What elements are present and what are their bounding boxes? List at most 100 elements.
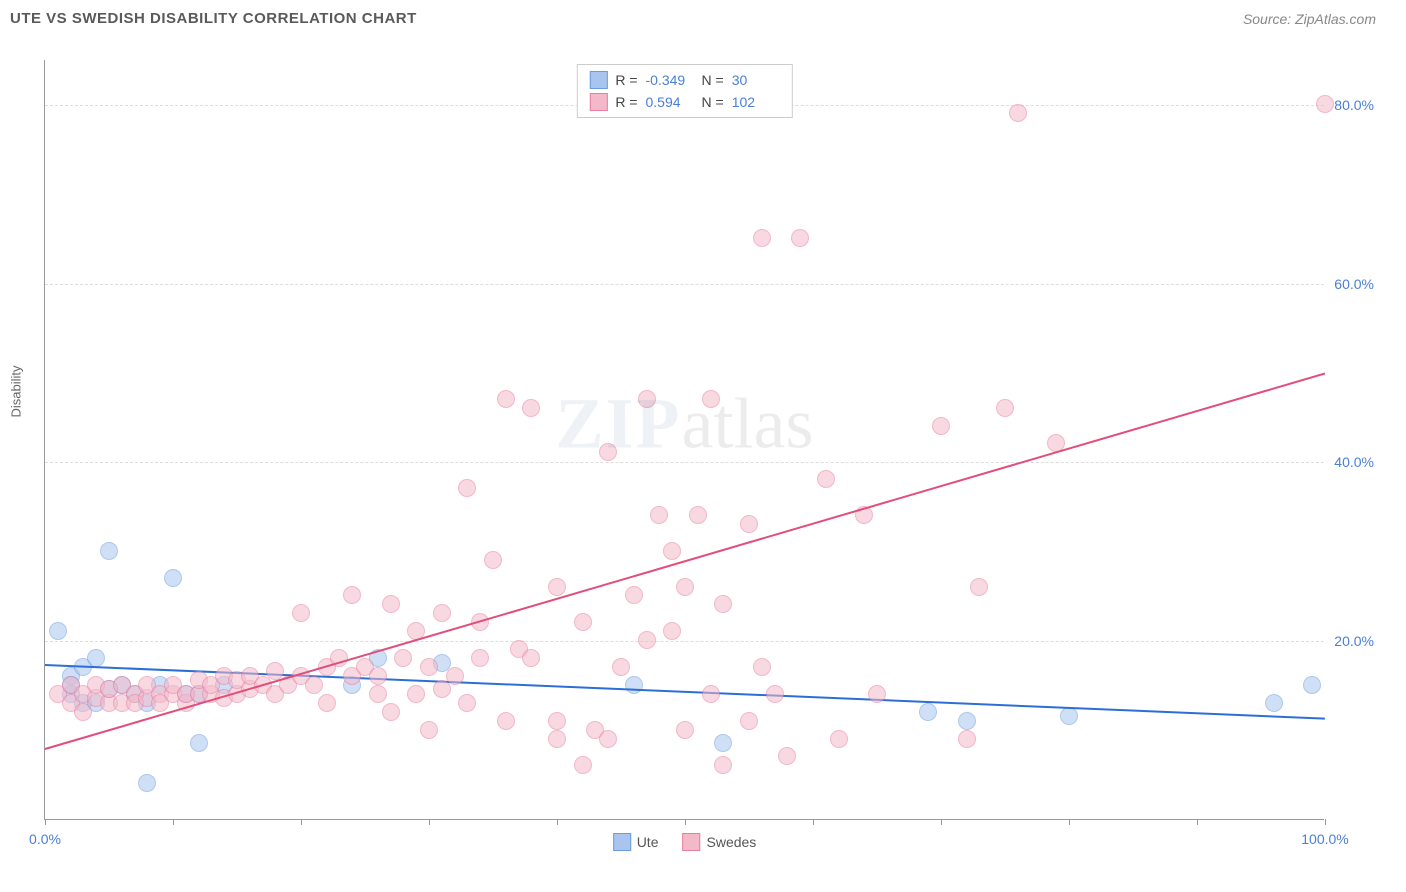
x-tick xyxy=(301,819,302,825)
legend-row: R =0.594N =102 xyxy=(589,91,779,113)
legend-series-label: Ute xyxy=(637,834,659,850)
scatter-point xyxy=(407,685,425,703)
scatter-point xyxy=(458,479,476,497)
scatter-point xyxy=(958,730,976,748)
scatter-point xyxy=(676,721,694,739)
scatter-point xyxy=(714,595,732,613)
scatter-point xyxy=(958,712,976,730)
legend-r-label: R = xyxy=(615,72,637,88)
scatter-point xyxy=(970,578,988,596)
scatter-point xyxy=(574,756,592,774)
scatter-point xyxy=(650,506,668,524)
scatter-point xyxy=(497,712,515,730)
legend-n-value: 30 xyxy=(732,72,780,88)
scatter-point xyxy=(740,712,758,730)
scatter-point xyxy=(676,578,694,596)
scatter-point xyxy=(497,390,515,408)
scatter-point xyxy=(1060,707,1078,725)
x-tick xyxy=(1069,819,1070,825)
legend-n-label: N = xyxy=(702,94,724,110)
scatter-point xyxy=(190,734,208,752)
legend-swatch xyxy=(589,71,607,89)
scatter-point xyxy=(740,515,758,533)
watermark: ZIPatlas xyxy=(556,383,814,466)
scatter-point xyxy=(689,506,707,524)
scatter-point xyxy=(1265,694,1283,712)
scatter-point xyxy=(663,622,681,640)
chart-title: UTE VS SWEDISH DISABILITY CORRELATION CH… xyxy=(10,10,417,27)
scatter-point xyxy=(574,613,592,631)
scatter-point xyxy=(817,470,835,488)
x-tick xyxy=(173,819,174,825)
scatter-point xyxy=(753,658,771,676)
x-tick xyxy=(941,819,942,825)
x-tick xyxy=(813,819,814,825)
plot-area: ZIPatlas R =-0.349N =30R =0.594N =102 Ut… xyxy=(44,60,1324,820)
scatter-point xyxy=(484,551,502,569)
legend-series-item: Ute xyxy=(613,833,659,851)
scatter-point xyxy=(1316,95,1334,113)
scatter-point xyxy=(138,774,156,792)
scatter-point xyxy=(49,622,67,640)
scatter-point xyxy=(599,443,617,461)
scatter-point xyxy=(932,417,950,435)
scatter-point xyxy=(638,631,656,649)
scatter-point xyxy=(791,229,809,247)
legend-series-label: Swedes xyxy=(706,834,756,850)
x-tick xyxy=(429,819,430,825)
scatter-point xyxy=(599,730,617,748)
scatter-point xyxy=(318,694,336,712)
legend-swatch xyxy=(589,93,607,111)
scatter-point xyxy=(164,569,182,587)
scatter-point xyxy=(446,667,464,685)
scatter-point xyxy=(433,604,451,622)
scatter-point xyxy=(548,712,566,730)
x-tick xyxy=(685,819,686,825)
scatter-point xyxy=(369,667,387,685)
gridline xyxy=(45,284,1324,285)
chart-container: Disability ZIPatlas R =-0.349N =30R =0.5… xyxy=(44,60,1374,820)
scatter-point xyxy=(420,658,438,676)
scatter-point xyxy=(458,694,476,712)
gridline xyxy=(45,641,1324,642)
legend-series: Ute Swedes xyxy=(613,833,757,851)
scatter-point xyxy=(305,676,323,694)
scatter-point xyxy=(638,390,656,408)
scatter-point xyxy=(778,747,796,765)
x-tick xyxy=(557,819,558,825)
scatter-point xyxy=(830,730,848,748)
x-tick xyxy=(45,819,46,825)
scatter-point xyxy=(766,685,784,703)
x-tick-label: 100.0% xyxy=(1301,831,1348,847)
source-label: Source: ZipAtlas.com xyxy=(1243,11,1376,27)
legend-series-item: Swedes xyxy=(682,833,756,851)
scatter-point xyxy=(625,676,643,694)
gridline xyxy=(45,462,1324,463)
legend-r-value: -0.349 xyxy=(646,72,694,88)
scatter-point xyxy=(471,649,489,667)
scatter-point xyxy=(522,399,540,417)
scatter-point xyxy=(996,399,1014,417)
y-tick-label: 40.0% xyxy=(1334,454,1374,470)
scatter-point xyxy=(663,542,681,560)
scatter-point xyxy=(522,649,540,667)
scatter-point xyxy=(548,578,566,596)
legend-swatch xyxy=(682,833,700,851)
y-tick-label: 20.0% xyxy=(1334,633,1374,649)
scatter-point xyxy=(382,703,400,721)
x-tick-label: 0.0% xyxy=(29,831,61,847)
scatter-point xyxy=(87,649,105,667)
scatter-point xyxy=(382,595,400,613)
scatter-point xyxy=(919,703,937,721)
scatter-point xyxy=(714,734,732,752)
scatter-point xyxy=(394,649,412,667)
scatter-point xyxy=(420,721,438,739)
legend-swatch xyxy=(613,833,631,851)
scatter-point xyxy=(702,685,720,703)
scatter-point xyxy=(714,756,732,774)
scatter-point xyxy=(100,542,118,560)
scatter-point xyxy=(868,685,886,703)
x-tick xyxy=(1197,819,1198,825)
y-axis-label: Disability xyxy=(9,365,24,417)
legend-n-value: 102 xyxy=(732,94,780,110)
